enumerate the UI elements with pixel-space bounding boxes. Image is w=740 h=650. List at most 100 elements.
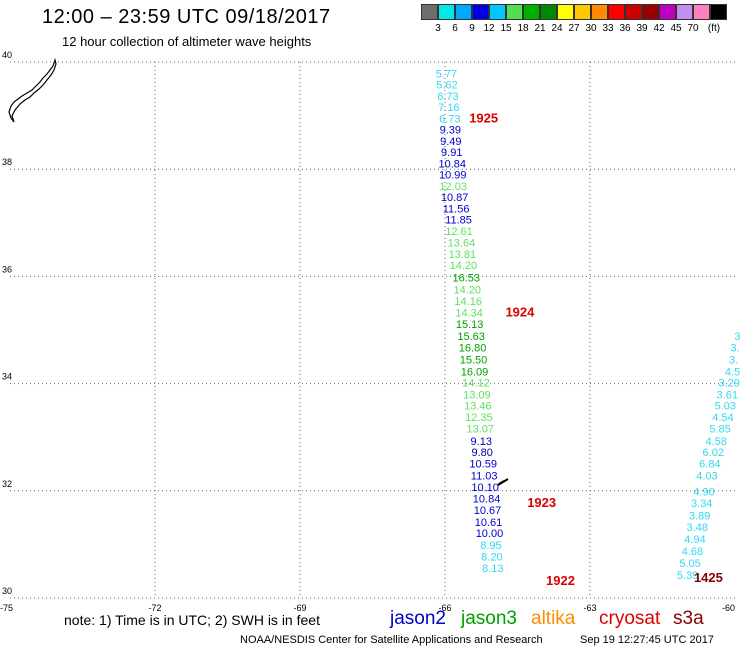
map-subtitle: 12 hour collection of altimeter wave hei…	[62, 34, 312, 49]
wave-height-value: 5.05	[679, 558, 700, 570]
legend-label: 15	[500, 23, 512, 34]
legend-label: (ft)	[707, 23, 721, 34]
wave-height-value: 5.85	[709, 424, 730, 436]
wave-height-value: 13.46	[464, 401, 492, 413]
wave-height-value: 6.73	[439, 113, 460, 125]
legend-swatch	[659, 4, 676, 20]
wave-height-value: 12.35	[465, 412, 493, 424]
wave-height-value: 4.94	[684, 534, 705, 546]
legend-swatch	[540, 4, 557, 20]
wave-height-value: 13.64	[448, 238, 476, 250]
lon-label: -66	[438, 603, 451, 613]
bermuda-island	[497, 478, 509, 486]
wave-height-value: 11.03	[471, 470, 498, 482]
wave-height-value: 13.07	[467, 424, 495, 436]
legend-label: 42	[653, 23, 665, 34]
generated-timestamp: Sep 19 12:27:45 UTC 2017	[580, 634, 714, 646]
coastline	[8, 57, 57, 123]
wave-height-value: 7.16	[438, 102, 459, 114]
legend-swatch	[506, 4, 523, 20]
wave-height-value: 5.62	[436, 80, 457, 92]
legend-label: 27	[568, 23, 580, 34]
legend-swatch	[455, 4, 472, 20]
wave-height-value: 15.63	[457, 331, 485, 343]
wave-height-value: 11.56	[443, 203, 470, 215]
legend-swatch	[523, 4, 540, 20]
legend-swatch	[574, 4, 591, 20]
wave-height-value: 3.34	[691, 498, 712, 510]
wave-height-value: 13.81	[449, 249, 477, 261]
wave-height-value: 9.80	[472, 447, 493, 459]
wave-height-value: 10.87	[441, 192, 469, 204]
lon-label: -60	[722, 603, 735, 613]
lat-label: 30	[2, 586, 12, 596]
wave-height-value: 4.5	[725, 366, 740, 378]
legend-swatch	[625, 4, 642, 20]
wave-height-value: 10.59	[469, 458, 497, 470]
wave-height-value: 6.02	[703, 447, 724, 459]
pass-time-label: 1925	[469, 110, 498, 125]
legend-swatch	[591, 4, 608, 20]
wave-height-value: 9.39	[440, 125, 461, 137]
legend-label: 6	[452, 23, 458, 34]
wave-height-value: 9.13	[471, 436, 492, 448]
wave-height-value: 10.10	[471, 482, 499, 494]
legend-swatch	[642, 4, 659, 20]
wave-height-value: 3.89	[689, 510, 710, 522]
wave-height-value: 4.58	[705, 436, 726, 448]
satellite-name: s3a	[673, 608, 704, 629]
pass-time-label: 1923	[527, 495, 556, 510]
legend-label: 39	[636, 23, 648, 34]
footer-note: note: 1) Time is in UTC; 2) SWH is in fe…	[64, 612, 320, 628]
wave-height-value: 3.48	[687, 522, 708, 534]
wave-height-value: 3.	[730, 343, 739, 355]
legend-swatch	[693, 4, 710, 20]
pass-time-label: 1425	[694, 570, 723, 585]
wave-height-value: 15.13	[456, 319, 484, 331]
lat-label: 40	[2, 50, 12, 60]
wave-height-value: 11.85	[445, 215, 472, 227]
wave-height-value: 16.53	[453, 272, 481, 284]
lat-label: 38	[2, 157, 12, 167]
pass-time-label: 1922	[546, 573, 575, 588]
lon-label: -69	[293, 603, 306, 613]
legend-swatch	[489, 4, 506, 20]
legend-label: 18	[517, 23, 529, 34]
wave-height-value: 8.95	[480, 540, 501, 552]
wave-height-value: 5.77	[436, 68, 457, 80]
wave-height-value: 8.20	[481, 552, 502, 564]
legend-label: 9	[469, 23, 475, 34]
wave-height-value: 5.39	[677, 570, 698, 582]
wave-height-value: 12.03	[439, 181, 467, 193]
legend-swatch	[710, 4, 727, 20]
legend-swatch	[676, 4, 693, 20]
wave-height-value: 10.61	[475, 517, 503, 529]
lat-label: 36	[2, 264, 12, 274]
legend-swatch	[557, 4, 574, 20]
wave-height-value: 14.16	[454, 296, 482, 308]
legend-swatch	[438, 4, 455, 20]
legend-label: 70	[687, 23, 699, 34]
wave-height-value: 8.13	[482, 563, 503, 575]
wave-height-value: 5.03	[715, 401, 736, 413]
pass-time-label: 1924	[505, 304, 535, 319]
map-title: 12:00 – 23:59 UTC 09/18/2017	[42, 6, 331, 28]
wave-height-value: 4.90	[693, 486, 714, 498]
lon-label: -63	[583, 603, 596, 613]
wave-height-value: 3.29	[718, 378, 739, 390]
lon-label: -75	[0, 603, 13, 613]
wave-height-value: 12.61	[445, 226, 473, 238]
satellite-name: jason3	[461, 608, 517, 629]
legend-swatch	[608, 4, 625, 20]
legend-label: 12	[483, 23, 495, 34]
legend-label: 24	[551, 23, 563, 34]
legend-label: 21	[534, 23, 546, 34]
legend-swatch	[472, 4, 489, 20]
satellite-name: jason2	[390, 608, 446, 629]
lat-label: 32	[2, 479, 12, 489]
lat-label: 34	[2, 372, 12, 382]
wave-height-value: 14.34	[455, 307, 483, 319]
lon-label: -72	[148, 603, 161, 613]
